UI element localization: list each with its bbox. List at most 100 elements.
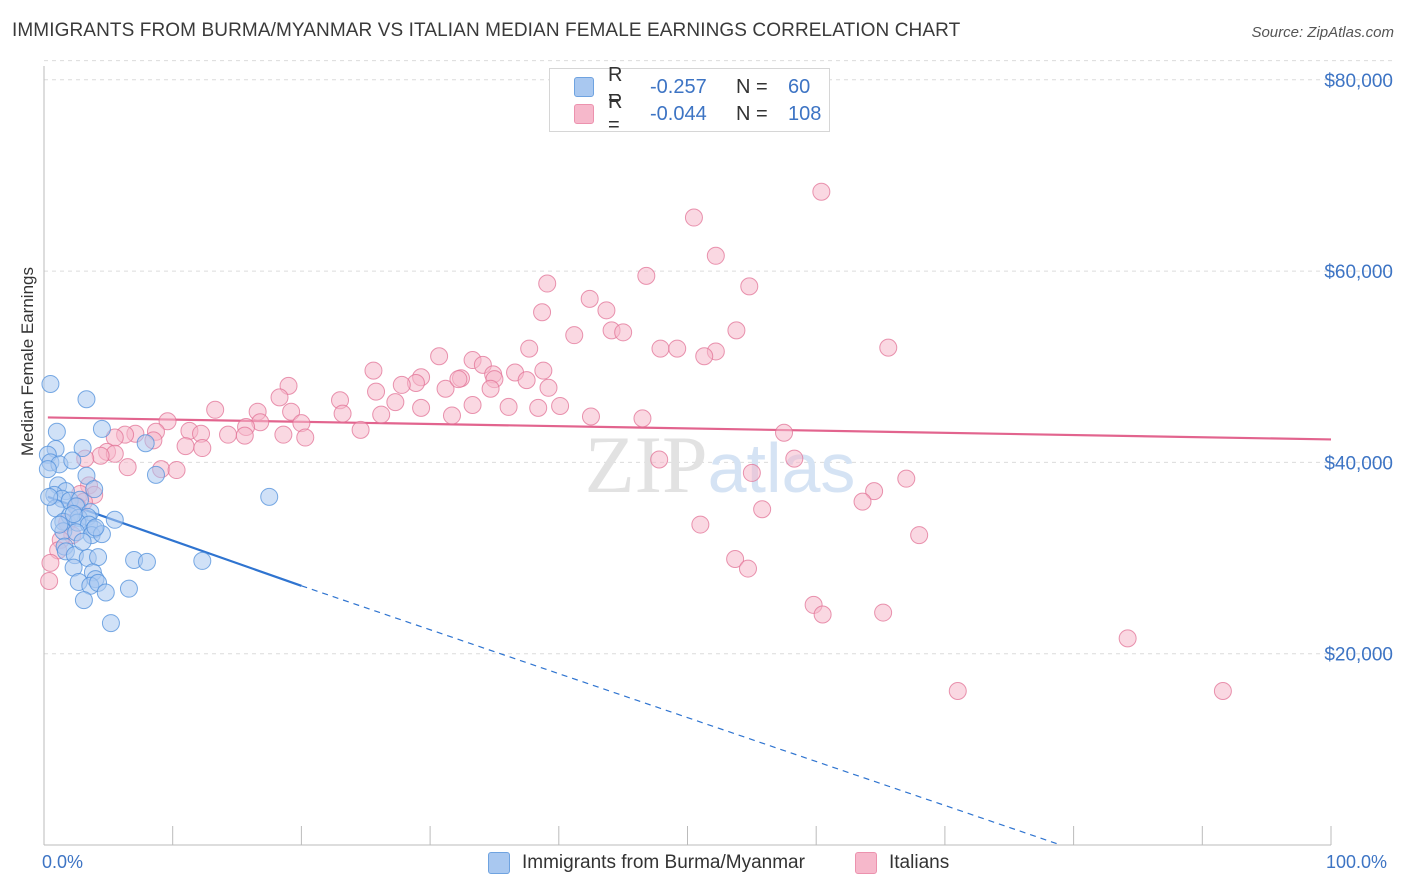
y-tick-label: $40,000	[1324, 453, 1393, 474]
point-italians	[274, 425, 293, 444]
point-italians	[785, 449, 804, 468]
point-italians	[740, 277, 759, 296]
point-italians	[812, 182, 831, 201]
point-italians	[651, 339, 670, 358]
point-burma	[63, 451, 82, 470]
point-burma	[136, 434, 155, 453]
grid-lines	[44, 60, 1392, 655]
trend-line-burma-extrapolated	[301, 585, 1061, 846]
legend-row-italians: R = -0.044 N = 108	[574, 91, 822, 136]
point-italians	[865, 482, 884, 501]
point-italians	[580, 289, 599, 308]
point-italians	[948, 682, 967, 701]
point-burma	[77, 466, 96, 485]
y-axis-label: Median Female Earnings	[18, 267, 37, 456]
point-italians	[753, 500, 772, 519]
legend-swatch-burma	[574, 77, 594, 97]
point-burma	[74, 591, 93, 610]
point-burma	[50, 515, 69, 534]
legend-n-label: N =	[736, 102, 768, 125]
point-italians	[392, 375, 411, 394]
bottom-legend-swatch-burma	[488, 852, 510, 874]
point-italians	[412, 398, 431, 417]
point-italians	[529, 398, 548, 417]
point-italians	[367, 382, 386, 401]
point-burma	[89, 548, 108, 567]
point-italians	[296, 428, 315, 447]
point-italians	[742, 463, 761, 482]
point-italians	[364, 361, 383, 380]
point-italians	[727, 321, 746, 340]
point-burma	[101, 614, 120, 633]
point-italians	[176, 437, 195, 456]
legend-row-burma: R = -0.257 N = 60	[574, 64, 810, 109]
point-italians	[897, 469, 916, 488]
point-italians	[614, 323, 633, 342]
chart-title: IMMIGRANTS FROM BURMA/MYANMAR VS ITALIAN…	[12, 20, 961, 41]
stats-legend: R = -0.257 N = 60 R = -0.044 N = 108	[549, 64, 830, 136]
point-italians	[430, 347, 449, 366]
point-italians	[853, 492, 872, 511]
point-burma	[86, 518, 105, 537]
point-italians	[813, 605, 832, 624]
point-burma	[260, 487, 279, 506]
point-italians	[874, 603, 893, 622]
point-italians	[726, 550, 745, 569]
point-italians	[581, 407, 600, 426]
point-italians	[193, 439, 212, 458]
point-italians	[706, 246, 725, 265]
point-italians	[167, 461, 186, 480]
point-italians	[91, 446, 110, 465]
point-burma	[77, 390, 96, 409]
point-italians	[1213, 682, 1232, 701]
point-italians	[449, 370, 468, 389]
y-tick-label: $60,000	[1324, 262, 1393, 283]
point-italians	[695, 347, 714, 366]
point-italians	[533, 303, 552, 322]
point-burma	[137, 552, 156, 571]
point-italians	[691, 515, 710, 534]
legend-swatch-italians	[574, 104, 594, 124]
point-italians	[650, 450, 669, 469]
point-italians	[633, 409, 652, 428]
legend-n-value: 108	[788, 102, 822, 125]
x-min-label: 0.0%	[42, 852, 84, 872]
point-italians	[738, 559, 757, 578]
legend-r-value: -0.257	[650, 75, 707, 98]
y-tick-label: $20,000	[1324, 645, 1393, 666]
point-italians	[219, 425, 238, 444]
point-burma	[38, 460, 57, 479]
point-italians	[351, 420, 370, 439]
point-italians	[684, 208, 703, 227]
point-italians	[565, 326, 584, 345]
point-italians	[520, 339, 539, 358]
point-italians	[270, 388, 289, 407]
point-italians	[775, 423, 794, 442]
data-points	[38, 182, 1232, 701]
bottom-legend-swatch-italians	[855, 852, 877, 874]
y-tick-labels: $20,000 $40,000 $60,000 $80,000	[1324, 71, 1393, 666]
point-italians	[637, 266, 656, 285]
point-italians	[40, 572, 59, 591]
point-burma	[73, 439, 92, 458]
legend-r-label: R =	[608, 64, 623, 109]
point-italians	[463, 396, 482, 415]
point-italians	[41, 553, 60, 572]
bottom-legend-italians: Italians	[855, 852, 949, 874]
point-burma	[105, 510, 124, 529]
watermark-zip: ZIP	[585, 419, 708, 510]
bottom-legend-burma: Immigrants from Burma/Myanmar	[488, 852, 805, 874]
watermark-atlas: atlas	[708, 429, 856, 507]
point-italians	[118, 458, 137, 477]
point-italians	[534, 361, 553, 380]
point-burma	[73, 532, 92, 551]
point-burma	[64, 505, 83, 524]
x-max-label: 100.0%	[1326, 852, 1388, 872]
point-italians	[206, 400, 225, 419]
point-burma	[47, 422, 66, 441]
point-burma	[92, 419, 111, 438]
point-burma	[193, 551, 212, 570]
point-italians	[1118, 629, 1137, 648]
point-burma	[146, 465, 165, 484]
legend-r-value: -0.044	[650, 102, 707, 125]
